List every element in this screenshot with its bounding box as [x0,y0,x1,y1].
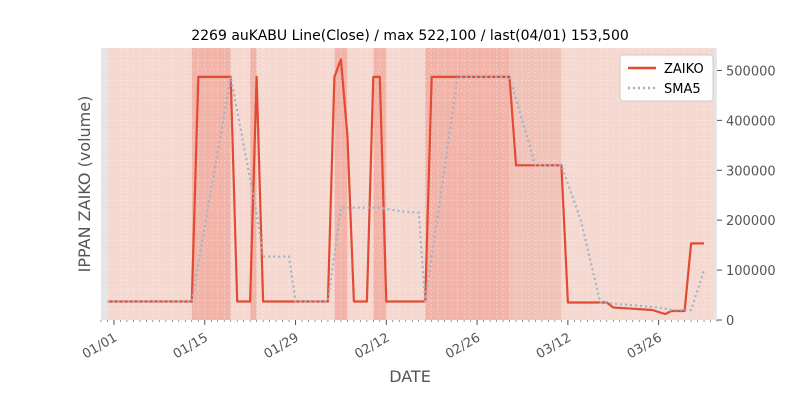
x-tick-label: 01/29 [262,330,302,362]
y-tick-label: 200000 [726,214,776,229]
y-tick-label: 500000 [726,64,776,79]
legend-label-sma5: SMA5 [664,82,701,97]
legend-box [619,54,714,102]
y-axis-title: IPPAN ZAIKO (volume) [75,96,94,273]
series-line-sma5 [107,75,706,312]
x-tick-label: 03/26 [625,330,665,362]
series-line-zaiko [107,58,704,316]
highlight-band [425,48,510,320]
x-tick-label: 02/26 [443,330,483,362]
x-axis: 01/01 01/15 01/29 02/12 02/26 03/12 03/26 [80,320,718,362]
chart-title: 2269 auKABU Line(Close) / max 522,100 / … [191,28,629,44]
y-tick-label: 100000 [726,264,776,279]
y-axis: 0 100000 200000 300000 400000 500000 [717,64,776,329]
legend: ZAIKO SMA5 [619,54,714,102]
x-tick-label: 03/12 [534,330,574,362]
y-tick-label: 300000 [726,164,776,179]
x-tick-label: 02/12 [352,330,392,362]
y-tick-label: 0 [726,314,734,329]
grid [100,48,718,321]
x-tick-label: 01/15 [171,330,211,362]
x-axis-title: DATE [389,367,431,386]
series-lines [107,58,706,316]
y-tick-label: 400000 [726,114,776,129]
legend-label-zaiko: ZAIKO [664,62,704,77]
x-tick-label: 01/01 [80,330,120,362]
